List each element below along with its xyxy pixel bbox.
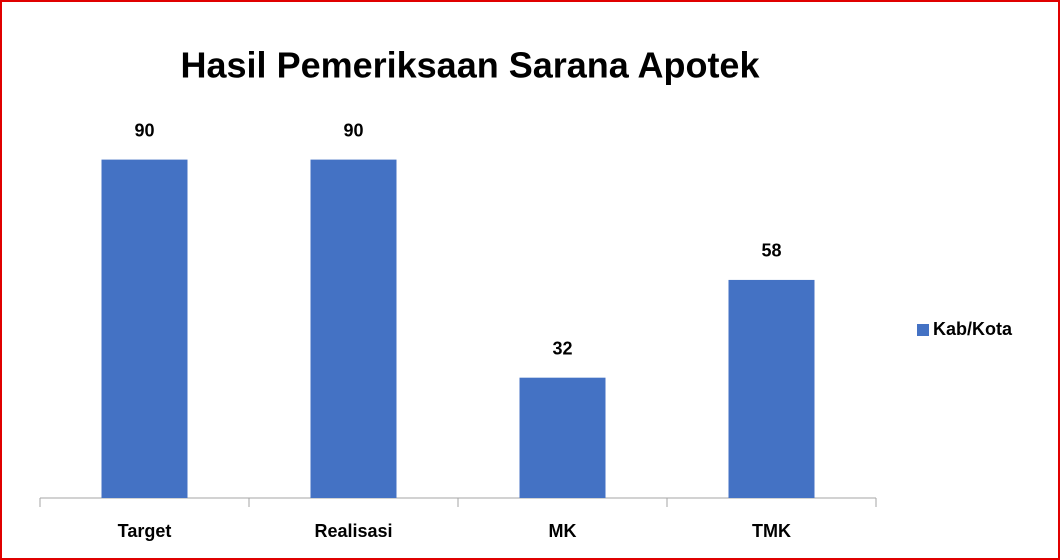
data-label: 90 (134, 120, 154, 140)
data-label: 32 (552, 338, 572, 358)
legend-swatch (917, 324, 929, 336)
bar (728, 279, 815, 498)
x-tick-label: TMK (752, 521, 791, 541)
bar (310, 159, 397, 498)
bar (101, 159, 188, 498)
chart-title: Hasil Pemeriksaan Sarana Apotek (181, 45, 761, 86)
x-tick-label: Target (118, 521, 172, 541)
data-label: 58 (761, 241, 781, 261)
x-tick-label: MK (549, 521, 577, 541)
data-label: 90 (343, 120, 363, 140)
legend-label: Kab/Kota (933, 319, 1013, 339)
x-tick-label: Realisasi (314, 521, 392, 541)
bar (519, 377, 606, 498)
